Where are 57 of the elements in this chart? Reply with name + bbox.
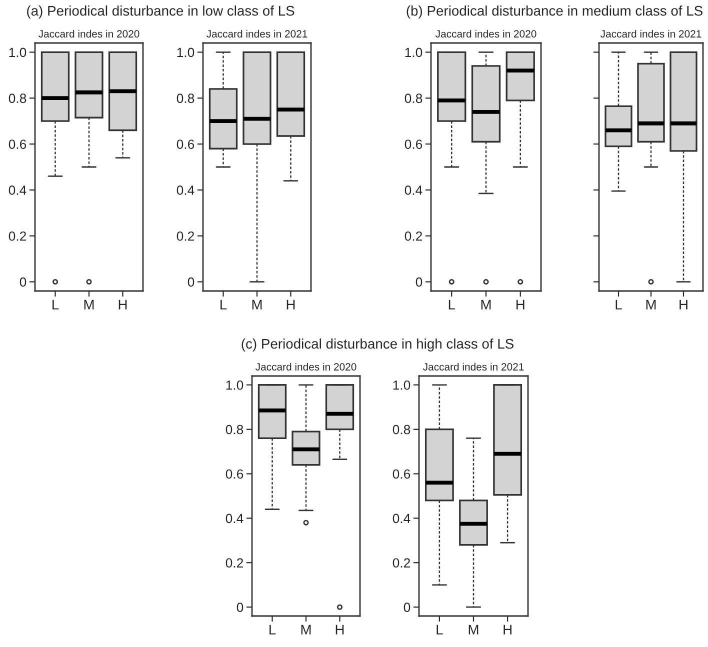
y-tick-label: 0.8 (392, 424, 410, 434)
y-tick-label: 0.4 (176, 186, 194, 195)
x-tick-label: L (270, 624, 276, 634)
chart-title: Jaccard indes in 2021 (422, 362, 524, 371)
y-tick-label: 0.2 (176, 231, 194, 241)
x-tick-label: M (301, 624, 311, 634)
x-tick-label: H (504, 624, 512, 634)
x-tick-label: H (516, 300, 524, 310)
y-tick-label: 0.2 (404, 231, 422, 241)
chart-title: Jaccard indes in 2021 (206, 30, 308, 38)
y-tick-label: 0 (20, 277, 26, 287)
x-tick-label: L (448, 300, 456, 310)
y-tick-label: 0 (236, 602, 244, 612)
x-tick-label: M (84, 300, 94, 310)
text: (b) Periodical disturbance in medium class of LS (406, 6, 702, 18)
y-tick-label: 0.4 (392, 514, 410, 524)
y-tick-label: 0.6 (392, 469, 410, 479)
x-tick-label: L (436, 624, 443, 634)
x-tick-label: M (481, 300, 491, 310)
x-tick-label: H (680, 300, 688, 310)
y-tick-label: 0.8 (404, 94, 422, 104)
x-tick-label: M (646, 300, 656, 310)
chart-title: Jaccard indes in 2020 (255, 362, 356, 371)
text: (a) Periodical disturbance in low class of LS (27, 6, 294, 18)
y-tick-label: 1.0 (177, 48, 194, 58)
chart-title: Jaccard indes in 2021 (600, 30, 702, 38)
x-tick-label: M (468, 624, 478, 634)
y-tick-label: 0.6 (8, 140, 26, 149)
y-tick-label: 0 (404, 602, 410, 612)
y-tick-label: 0.6 (226, 469, 244, 479)
y-tick-label: 0.4 (226, 514, 244, 524)
y-tick-label: 1.0 (405, 48, 422, 58)
x-tick-label: L (616, 300, 622, 310)
x-tick-label: H (118, 300, 127, 310)
y-tick-label: 0.2 (226, 558, 244, 568)
y-tick-label: 1.0 (393, 380, 410, 390)
y-tick-label: 0.8 (226, 424, 244, 434)
x-tick-label: L (52, 300, 59, 310)
y-tick-label: 0 (416, 277, 422, 287)
y-tick-label: 1.0 (9, 48, 26, 58)
y-tick-label: 0.6 (404, 140, 422, 149)
y-tick-label: 0.4 (8, 186, 26, 195)
x-tick-label: H (286, 300, 295, 310)
y-tick-label: 0.8 (176, 94, 194, 104)
text: (c) Periodical disturbance in high class of LS (242, 338, 514, 352)
chart-title: Jaccard indes in 2020 (435, 30, 536, 38)
y-tick-label: 0 (188, 277, 194, 287)
x-tick-label: H (336, 624, 344, 634)
y-tick-label: 0.2 (392, 558, 410, 568)
y-tick-label: 0.2 (8, 231, 26, 241)
x-tick-label: L (220, 300, 227, 310)
x-tick-label: M (252, 300, 262, 310)
y-tick-label: 0.8 (8, 94, 26, 104)
y-tick-label: 0.4 (404, 186, 422, 195)
y-tick-label: 0.6 (176, 140, 194, 149)
y-tick-label: 1.0 (226, 380, 244, 390)
chart-title: Jaccard indes in 2020 (38, 30, 140, 38)
